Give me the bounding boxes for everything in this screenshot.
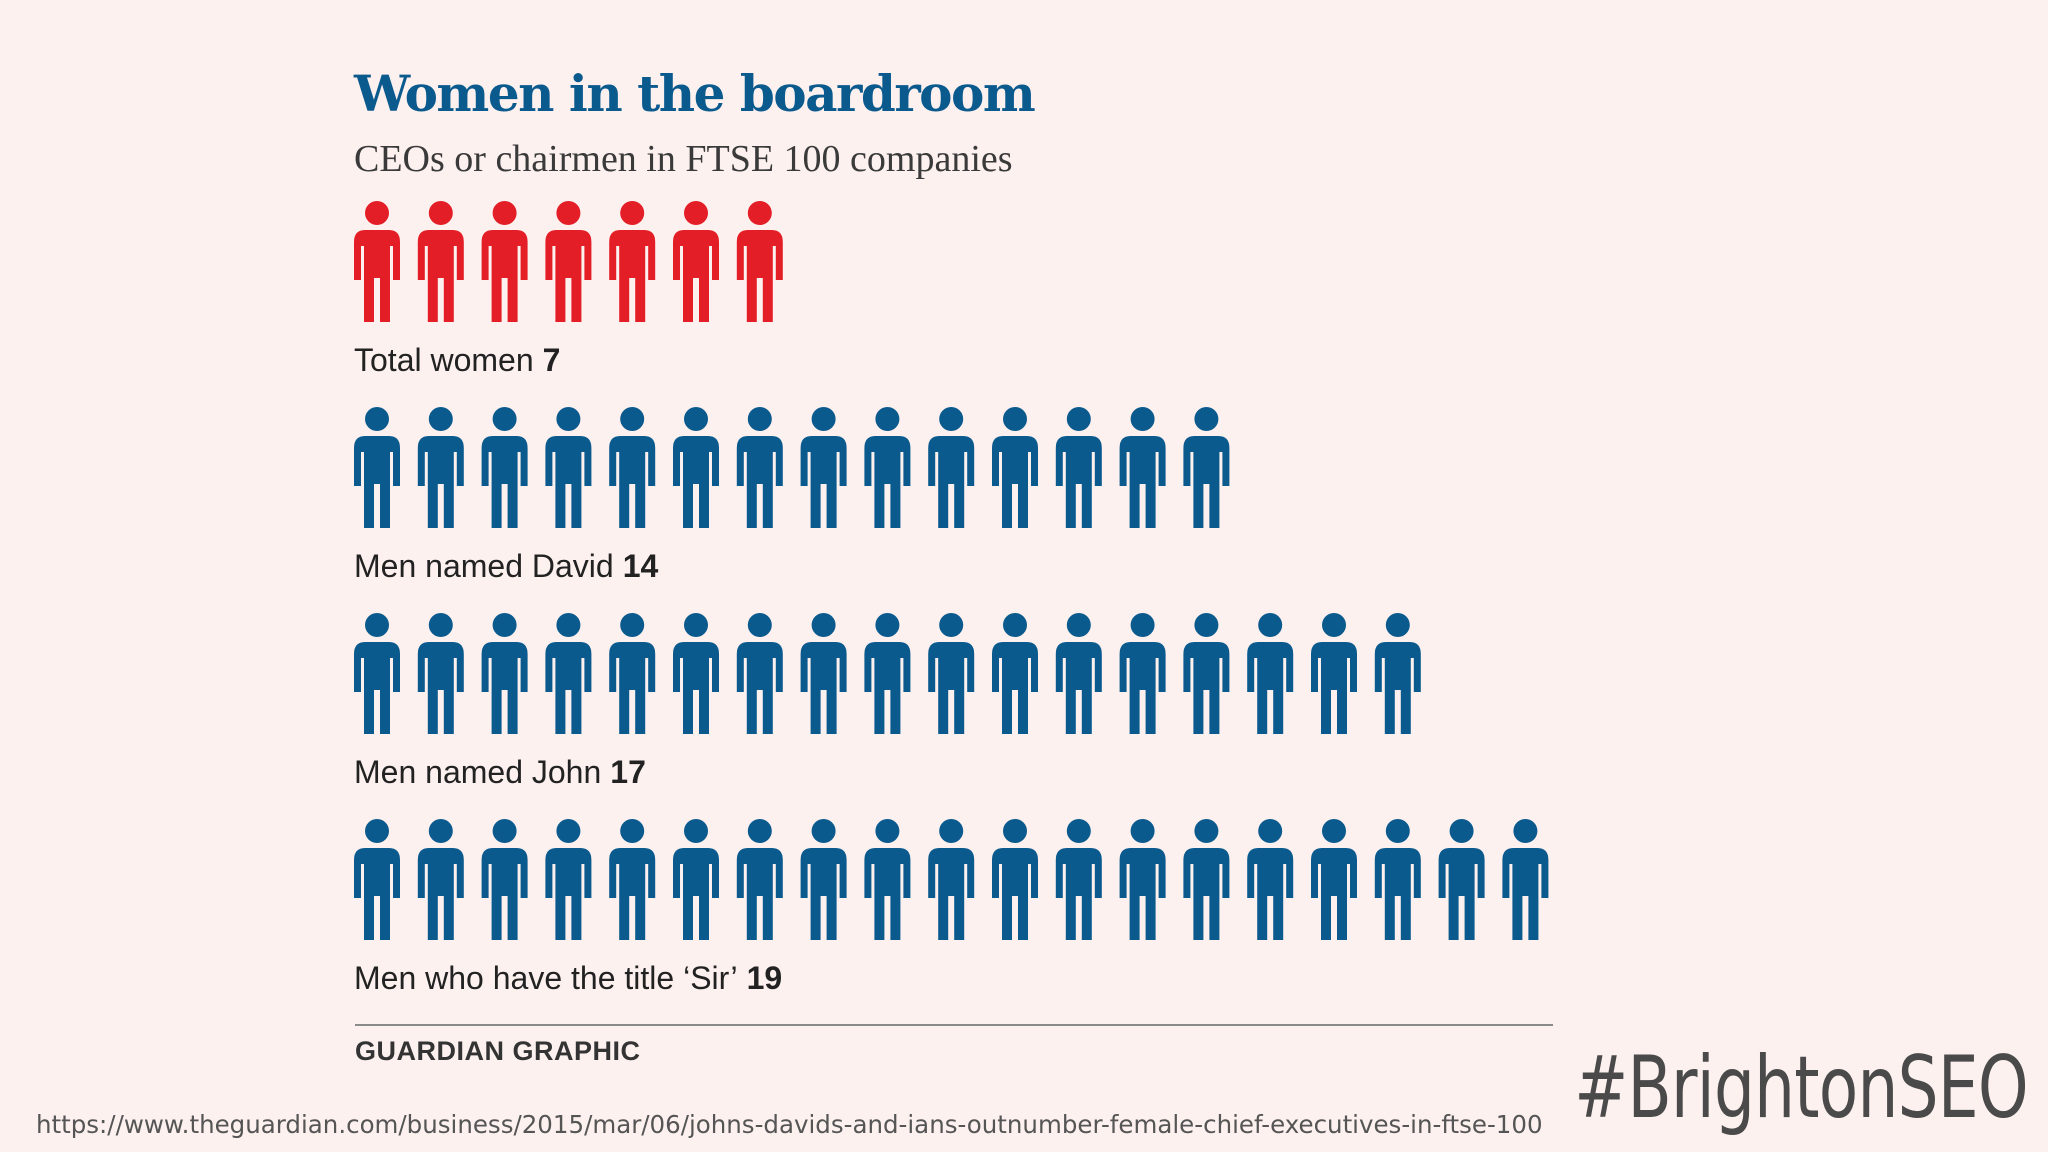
person-icon-david-13 [1119, 407, 1166, 528]
person-icon-john-6 [673, 613, 719, 734]
person-icon-sir-3 [481, 819, 528, 940]
person-icon-david-12 [1055, 407, 1102, 528]
person-icon-john-1 [354, 613, 400, 734]
person-icon-sir-18 [1438, 819, 1485, 940]
row-value-david: 14 [622, 548, 659, 584]
person-icon-sir-12 [1055, 819, 1102, 940]
person-icon-david-5 [609, 407, 656, 528]
person-icon-john-16 [1311, 613, 1357, 734]
person-icon-david-4 [545, 407, 592, 528]
row-label-women: Total women 7 [354, 342, 561, 378]
person-icon-sir-8 [800, 819, 847, 940]
person-icon-women-3 [481, 201, 528, 322]
person-icon-sir-19 [1502, 819, 1549, 940]
person-icon-women-2 [417, 201, 464, 322]
person-icon-sir-11 [992, 819, 1038, 940]
person-icon-john-2 [417, 613, 464, 734]
person-icon-women-1 [354, 201, 400, 322]
person-icon-john-17 [1374, 613, 1421, 734]
divider [355, 1024, 1553, 1026]
person-icon-women-7 [736, 201, 783, 322]
source-url[interactable]: https://www.theguardian.com/business/201… [36, 1110, 1543, 1139]
person-icon-sir-2 [417, 819, 464, 940]
row-label-john: Men named John 17 [354, 754, 646, 790]
person-icon-david-6 [673, 407, 719, 528]
row-label-david: Men named David 14 [354, 548, 659, 584]
person-icon-sir-7 [736, 819, 783, 940]
person-icon-sir-1 [354, 819, 400, 940]
person-icon-sir-16 [1311, 819, 1357, 940]
hashtag: #BrightonSEO [1574, 1038, 2028, 1138]
person-icon-john-4 [545, 613, 592, 734]
person-icon-david-14 [1183, 407, 1230, 528]
row-label-sir: Men who have the title ‘Sir’ 19 [354, 960, 783, 996]
chart-title: Women in the boardroom [354, 64, 1036, 123]
person-icon-women-5 [609, 201, 656, 322]
person-icon-david-7 [736, 407, 783, 528]
person-icon-john-9 [864, 613, 911, 734]
person-icon-david-3 [481, 407, 528, 528]
person-icon-sir-15 [1247, 819, 1294, 940]
person-icon-sir-4 [545, 819, 592, 940]
person-icon-john-8 [800, 613, 847, 734]
person-icon-john-15 [1247, 613, 1294, 734]
row-value-sir: 19 [746, 960, 783, 996]
chart-subtitle: CEOs or chairmen in FTSE 100 companies [354, 138, 1013, 180]
source-credit: GUARDIAN GRAPHIC [355, 1036, 641, 1066]
person-icon-john-11 [992, 613, 1038, 734]
person-icon-david-2 [417, 407, 464, 528]
person-icon-david-1 [354, 407, 400, 528]
person-icon-women-4 [545, 201, 592, 322]
person-icon-john-12 [1055, 613, 1102, 734]
person-icon-women-6 [673, 201, 719, 322]
person-icon-john-7 [736, 613, 783, 734]
person-icon-david-11 [992, 407, 1038, 528]
person-icon-john-3 [481, 613, 528, 734]
person-icon-sir-17 [1374, 819, 1421, 940]
row-value-women: 7 [542, 342, 561, 378]
person-icon-john-10 [928, 613, 975, 734]
person-icon-john-13 [1119, 613, 1166, 734]
person-icon-sir-6 [673, 819, 719, 940]
person-icon-john-14 [1183, 613, 1230, 734]
person-icon-sir-13 [1119, 819, 1166, 940]
person-icon-sir-10 [928, 819, 975, 940]
person-icon-sir-5 [609, 819, 656, 940]
person-icon-sir-9 [864, 819, 911, 940]
person-icon-john-5 [609, 613, 656, 734]
row-value-john: 17 [610, 754, 646, 790]
person-icon-david-9 [864, 407, 911, 528]
person-icon-david-8 [800, 407, 847, 528]
person-icon-sir-14 [1183, 819, 1230, 940]
person-icon-david-10 [928, 407, 975, 528]
